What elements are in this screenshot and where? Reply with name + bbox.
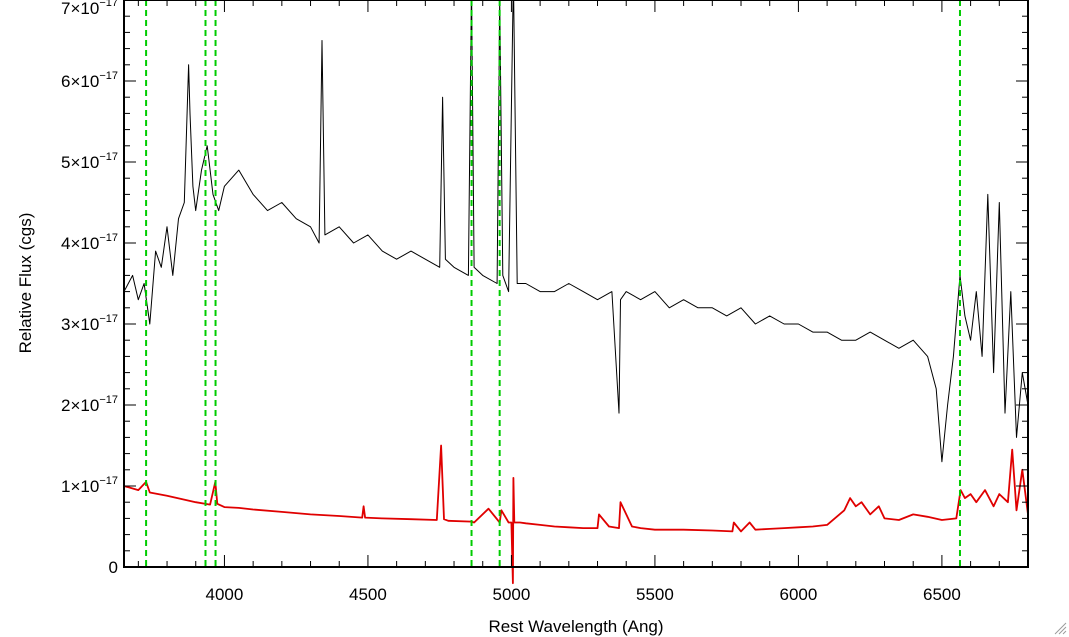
y-ticks: 0 1×10−17 2×10−17 3×10−17 4×10−17 5×10−17 6×10… [61, 0, 1028, 577]
y-tick-label: 0 [109, 558, 118, 577]
y-tick-label: 7×10−17 [61, 0, 118, 18]
model-spectrum-line [123, 444, 1029, 585]
plot-frame [123, 0, 1029, 568]
x-tick-label: 5000 [493, 585, 531, 604]
x-tick-label: 6000 [779, 585, 817, 604]
y-tick-label: 3×10−17 [61, 313, 118, 334]
x-ticks: 4000 4500 5000 5500 6000 6500 [137, 0, 1029, 604]
observed-spectrum-layer [123, 0, 1029, 463]
x-tick-label: 4000 [206, 585, 244, 604]
x-tick-label: 4500 [349, 585, 387, 604]
plot-border [123, 0, 1029, 568]
x-axis-label: Rest Wavelength (Ang) [488, 617, 663, 636]
y-tick-label: 2×10−17 [61, 394, 118, 415]
y-tick-label: 6×10−17 [61, 70, 118, 91]
x-tick-label: 6500 [923, 585, 961, 604]
y-axis-label: Relative Flux (cgs) [16, 213, 35, 354]
x-tick-label: 5500 [636, 585, 674, 604]
y-tick-label: 5×10−17 [61, 151, 118, 172]
y-tick-label: 4×10−17 [61, 232, 118, 253]
model-spectrum-layer [123, 444, 1029, 585]
observed-spectrum-line [123, 0, 1029, 463]
y-tick-label: 1×10−17 [61, 475, 118, 496]
resize-grip-icon[interactable] [1053, 621, 1067, 635]
emission-line-markers [145, 0, 961, 567]
